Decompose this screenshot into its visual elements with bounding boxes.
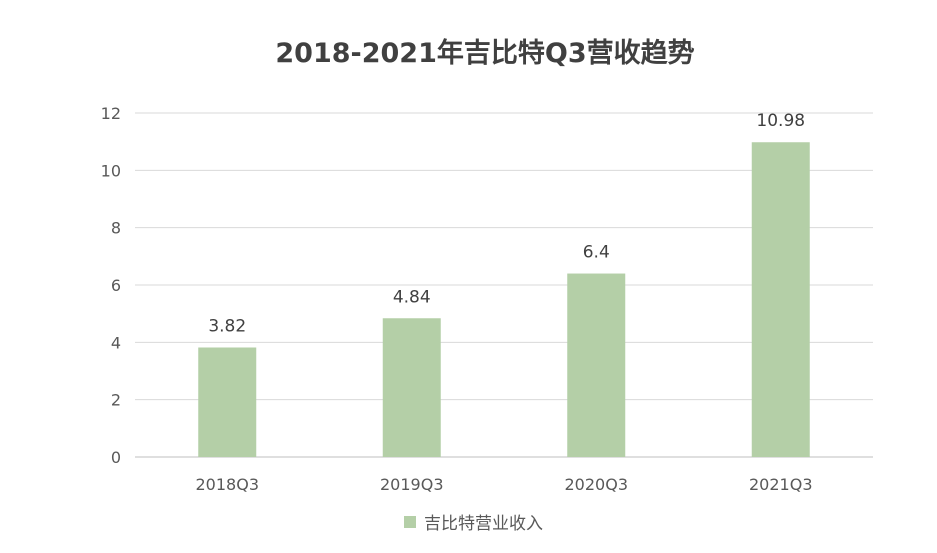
legend: 吉比特营业收入 xyxy=(404,514,543,534)
data-label: 3.82 xyxy=(208,316,246,336)
y-tick-label: 8 xyxy=(111,219,121,238)
legend-label: 吉比特营业收入 xyxy=(424,514,543,534)
legend-swatch xyxy=(404,516,416,528)
bar xyxy=(567,273,626,457)
x-tick-label: 2021Q3 xyxy=(749,475,813,494)
bar xyxy=(751,142,810,458)
data-labels: 3.82 4.84 6.4 10.98 xyxy=(208,111,805,336)
y-tick-label: 6 xyxy=(111,276,121,295)
x-tick-label: 2019Q3 xyxy=(380,475,444,494)
y-tick-label: 10 xyxy=(101,161,121,180)
bars xyxy=(198,142,810,458)
chart-title: 2018-2021年吉比特Q3营收趋势 xyxy=(275,37,694,69)
y-tick-label: 2 xyxy=(111,391,121,410)
data-label: 10.98 xyxy=(756,111,805,131)
gridlines xyxy=(135,112,873,458)
bar xyxy=(198,347,257,457)
x-tick-label: 2018Q3 xyxy=(196,475,260,494)
data-label: 6.4 xyxy=(583,243,610,263)
y-tick-label: 0 xyxy=(111,448,121,467)
x-tick-label: 2020Q3 xyxy=(565,475,629,494)
data-label: 4.84 xyxy=(393,287,431,307)
x-axis-ticks: 2018Q3 2019Q3 2020Q3 2021Q3 xyxy=(196,475,813,494)
y-axis-ticks: 0 2 4 6 8 10 12 xyxy=(101,104,121,467)
bar xyxy=(382,318,441,457)
y-tick-label: 12 xyxy=(101,104,121,123)
y-tick-label: 4 xyxy=(111,333,121,352)
